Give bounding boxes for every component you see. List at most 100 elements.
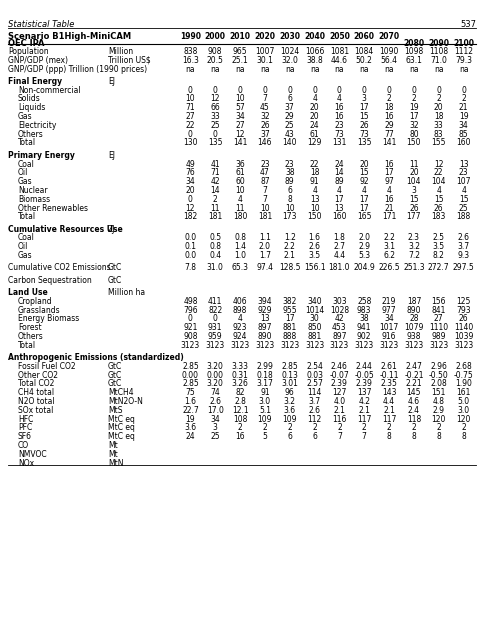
- Text: 0: 0: [188, 130, 193, 139]
- Text: 0: 0: [188, 314, 193, 323]
- Text: 145: 145: [406, 388, 420, 397]
- Text: Oil: Oil: [18, 168, 29, 177]
- Text: na: na: [433, 65, 443, 74]
- Text: 131: 131: [332, 138, 346, 147]
- Text: 5.3: 5.3: [358, 251, 370, 260]
- Text: 3.20: 3.20: [206, 380, 223, 388]
- Text: Grasslands: Grasslands: [18, 305, 60, 315]
- Text: 2: 2: [411, 95, 415, 104]
- Text: 12: 12: [185, 204, 195, 212]
- Text: 2.6: 2.6: [308, 406, 320, 415]
- Text: 1079: 1079: [403, 323, 423, 332]
- Text: 16: 16: [383, 112, 393, 121]
- Text: 4.6: 4.6: [407, 397, 419, 406]
- Text: Total: Total: [18, 138, 36, 147]
- Text: -0.50: -0.50: [428, 371, 448, 380]
- Text: 1.0: 1.0: [234, 251, 245, 260]
- Text: 2: 2: [386, 95, 391, 104]
- Text: 97: 97: [383, 177, 393, 186]
- Text: 0.8: 0.8: [209, 243, 221, 252]
- Text: 2100: 2100: [452, 39, 473, 48]
- Text: 31.0: 31.0: [206, 264, 223, 273]
- Text: GtC: GtC: [108, 264, 122, 273]
- Text: 5.1: 5.1: [258, 406, 271, 415]
- Text: 3123: 3123: [255, 340, 274, 350]
- Text: 7.2: 7.2: [407, 251, 419, 260]
- Text: 26: 26: [259, 121, 269, 130]
- Text: 0: 0: [188, 86, 193, 95]
- Text: 2.0: 2.0: [258, 243, 271, 252]
- Text: Cumulative CO2 Emissions: Cumulative CO2 Emissions: [8, 264, 110, 273]
- Text: 3.20: 3.20: [206, 362, 223, 371]
- Text: 0.1: 0.1: [184, 243, 196, 252]
- Text: 23: 23: [458, 168, 468, 177]
- Text: na: na: [284, 65, 294, 74]
- Text: 42: 42: [334, 314, 344, 323]
- Text: 1066: 1066: [304, 47, 324, 56]
- Text: 34: 34: [458, 121, 468, 130]
- Text: 17: 17: [284, 314, 294, 323]
- Text: Gas: Gas: [18, 177, 32, 186]
- Text: 2: 2: [262, 424, 267, 433]
- Text: 2.2: 2.2: [283, 243, 295, 252]
- Text: 2010: 2010: [229, 32, 250, 41]
- Text: 2.54: 2.54: [305, 362, 322, 371]
- Text: 2020: 2020: [254, 32, 275, 41]
- Text: na: na: [259, 65, 269, 74]
- Text: 2.7: 2.7: [333, 243, 345, 252]
- Text: Anthropogenic Emissions (standardized): Anthropogenic Emissions (standardized): [8, 353, 183, 362]
- Text: 0: 0: [336, 86, 341, 95]
- Text: 2.1: 2.1: [283, 251, 295, 260]
- Text: 107: 107: [455, 177, 470, 186]
- Text: 2: 2: [386, 424, 391, 433]
- Text: 977: 977: [381, 305, 395, 315]
- Text: 76: 76: [185, 168, 195, 177]
- Text: Other CO2: Other CO2: [18, 371, 58, 380]
- Text: 73: 73: [359, 130, 368, 139]
- Text: 1.1: 1.1: [258, 234, 270, 243]
- Text: 143: 143: [381, 388, 395, 397]
- Text: MtCH4: MtCH4: [108, 388, 134, 397]
- Text: 272.7: 272.7: [427, 264, 449, 273]
- Text: Total: Total: [18, 340, 36, 350]
- Text: Coal: Coal: [18, 159, 35, 168]
- Text: 916: 916: [381, 332, 395, 341]
- Text: GNP/GDP (mex): GNP/GDP (mex): [8, 56, 68, 65]
- Text: 0: 0: [436, 86, 440, 95]
- Text: 7: 7: [262, 195, 267, 204]
- Text: 13: 13: [458, 159, 468, 168]
- Text: 3.0: 3.0: [456, 406, 469, 415]
- Text: 3123: 3123: [230, 340, 249, 350]
- Text: Population: Population: [8, 47, 48, 56]
- Text: 49: 49: [185, 159, 195, 168]
- Text: 2.35: 2.35: [380, 380, 397, 388]
- Text: 921: 921: [183, 323, 197, 332]
- Text: 3123: 3123: [354, 340, 373, 350]
- Text: 15: 15: [359, 168, 368, 177]
- Text: 2030: 2030: [279, 32, 300, 41]
- Text: 2.9: 2.9: [358, 243, 369, 252]
- Text: 38.8: 38.8: [305, 56, 322, 65]
- Text: 6: 6: [312, 432, 317, 442]
- Text: 3123: 3123: [329, 340, 348, 350]
- Text: EJ: EJ: [108, 77, 115, 86]
- Text: 0.8: 0.8: [234, 234, 245, 243]
- Text: 890: 890: [257, 332, 272, 341]
- Text: 156: 156: [431, 297, 445, 306]
- Text: 44.6: 44.6: [330, 56, 347, 65]
- Text: 2.47: 2.47: [405, 362, 422, 371]
- Text: 406: 406: [232, 297, 247, 306]
- Text: 8: 8: [436, 432, 440, 442]
- Text: 21: 21: [458, 103, 468, 112]
- Text: 79.3: 79.3: [454, 56, 471, 65]
- Text: 3.33: 3.33: [231, 362, 248, 371]
- Text: Land Use: Land Use: [8, 288, 47, 297]
- Text: 127: 127: [332, 388, 346, 397]
- Text: 3: 3: [410, 186, 415, 195]
- Text: 83: 83: [433, 130, 443, 139]
- Text: na: na: [210, 65, 220, 74]
- Text: Others: Others: [18, 130, 44, 139]
- Text: 116: 116: [332, 415, 346, 424]
- Text: 2.8: 2.8: [234, 397, 245, 406]
- Text: 165: 165: [356, 212, 371, 221]
